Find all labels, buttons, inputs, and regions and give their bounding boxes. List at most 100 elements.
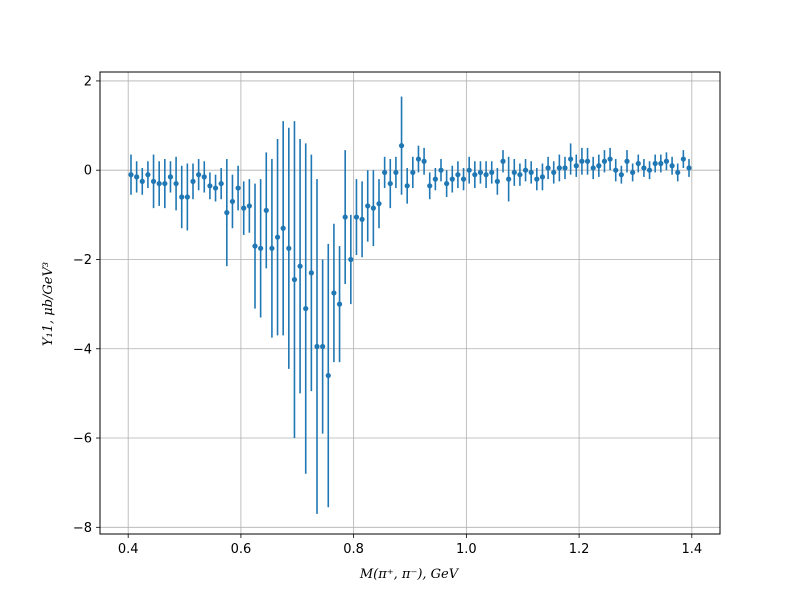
data-point <box>274 234 281 240</box>
data-point <box>613 167 619 173</box>
x-tick-label: 0.4 <box>118 542 139 557</box>
data-point <box>365 203 371 209</box>
data-point <box>308 270 314 276</box>
data-point <box>348 256 354 263</box>
data-point <box>207 183 213 189</box>
data-series <box>128 96 692 514</box>
data-point <box>167 174 174 180</box>
data-point <box>579 158 585 164</box>
data-point <box>291 276 298 283</box>
data-point <box>297 263 303 269</box>
data-point <box>387 180 393 187</box>
data-point <box>201 174 207 180</box>
data-point <box>320 343 326 350</box>
x-tick-label: 0.6 <box>231 542 252 557</box>
data-point <box>646 167 653 173</box>
data-point <box>511 169 517 176</box>
data-point <box>415 156 422 162</box>
data-point <box>618 172 624 178</box>
data-point <box>601 158 608 164</box>
data-point <box>263 207 269 213</box>
x-tick-label: 1.2 <box>569 542 590 557</box>
data-point <box>139 178 145 184</box>
data-point <box>212 185 219 191</box>
data-point <box>675 169 681 176</box>
data-point <box>680 156 686 162</box>
data-point <box>624 158 630 164</box>
data-point <box>258 245 264 251</box>
data-point <box>398 143 405 149</box>
data-point <box>382 169 388 176</box>
data-point <box>517 172 523 178</box>
x-tick-label: 1.4 <box>681 542 702 557</box>
data-point <box>235 185 241 191</box>
data-point <box>483 172 489 178</box>
data-point <box>472 172 478 178</box>
y-tick-label: −6 <box>73 432 92 447</box>
data-point <box>162 180 168 187</box>
data-point <box>534 176 540 182</box>
data-point <box>184 194 190 200</box>
data-point <box>286 245 292 251</box>
data-point <box>607 156 613 162</box>
y-tick-label: 0 <box>84 164 92 179</box>
data-point <box>150 178 157 184</box>
data-point <box>314 343 320 350</box>
data-point <box>421 158 427 164</box>
data-point <box>179 194 185 200</box>
data-point <box>156 180 162 187</box>
data-point <box>246 203 252 209</box>
data-point <box>393 169 399 176</box>
data-point <box>303 305 309 312</box>
data-point <box>635 160 641 167</box>
data-point <box>669 163 675 169</box>
data-point <box>494 178 500 184</box>
data-point <box>444 180 450 187</box>
data-point <box>506 176 512 182</box>
x-tick-label: 1.0 <box>456 542 477 557</box>
data-point <box>551 169 557 176</box>
data-point <box>145 172 151 178</box>
data-point <box>630 169 636 176</box>
data-point <box>359 216 365 222</box>
data-point <box>331 290 337 296</box>
data-point <box>427 183 433 189</box>
y-axis-label: Y₁1, μb/GeV³ <box>41 262 56 346</box>
data-point <box>336 301 343 307</box>
data-point <box>370 205 376 211</box>
data-point <box>128 172 134 178</box>
data-point <box>410 169 416 176</box>
data-point <box>528 169 534 176</box>
y-tick-label: 2 <box>84 74 92 89</box>
data-point <box>562 165 568 171</box>
data-point <box>545 165 551 171</box>
data-point <box>539 174 546 180</box>
data-point <box>556 165 562 171</box>
data-point <box>376 201 382 207</box>
data-point <box>658 160 664 167</box>
data-point <box>584 158 591 164</box>
data-point <box>241 205 247 211</box>
y-tick-label: −2 <box>73 253 92 268</box>
data-point <box>489 169 495 176</box>
grid <box>100 72 720 534</box>
data-point <box>573 163 579 169</box>
data-point <box>522 167 529 173</box>
x-tick-label: 0.8 <box>343 542 364 557</box>
data-point <box>466 167 472 173</box>
data-point <box>134 174 140 180</box>
data-point <box>477 169 484 176</box>
axis-ticks: 0.4 0.6 0.8 1.0 1.2 1.4 −8 −6 −4 −2 0 2 <box>73 74 702 557</box>
data-point <box>460 176 467 182</box>
data-point <box>342 214 348 220</box>
data-point <box>686 165 692 171</box>
data-point <box>432 176 438 182</box>
data-point <box>353 214 360 220</box>
data-point <box>596 163 602 169</box>
data-point <box>500 158 506 164</box>
y-tick-label: −8 <box>73 521 92 536</box>
data-point <box>449 176 455 182</box>
data-point <box>269 245 275 251</box>
data-point <box>438 167 444 173</box>
